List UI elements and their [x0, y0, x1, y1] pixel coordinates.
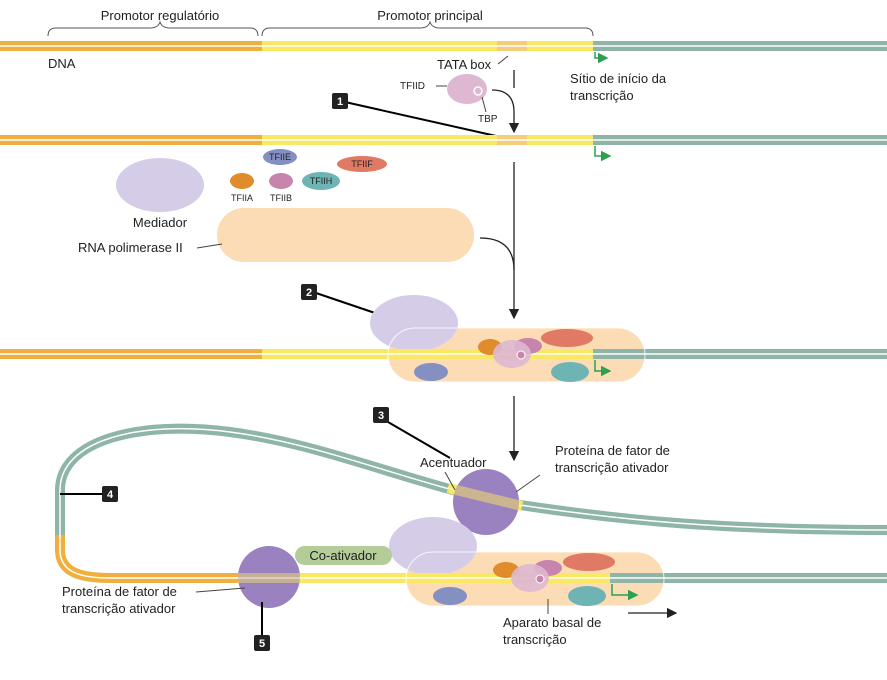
tfiif-row4 [563, 553, 615, 571]
tfiih-row4 [568, 586, 606, 606]
tfiih-label: TFIIH [310, 176, 333, 186]
step-5-badge [254, 635, 270, 651]
tfiib-protein [269, 173, 293, 189]
tfiie-row3 [414, 363, 448, 381]
tfiih-protein [302, 172, 340, 190]
tfiif-label: TFIIF [351, 159, 373, 169]
tfiia-label: TFIIA [231, 193, 253, 203]
coactivator-protein [295, 546, 392, 565]
basal-apparatus-label-1: Aparato basal de [503, 615, 601, 630]
step-5-number: 5 [259, 638, 265, 650]
mediator-label: Mediador [133, 215, 188, 230]
activator-left-label-2: transcrição ativador [62, 601, 176, 616]
tfiib-label: TFIIB [270, 193, 292, 203]
tfiif-protein [337, 156, 387, 172]
step-1-number: 1 [337, 96, 343, 108]
enhancer-label: Acentuador [420, 455, 487, 470]
tfiie-protein [263, 149, 297, 165]
mediator-row4 [389, 517, 477, 575]
start-arrow-4 [611, 584, 639, 601]
activator-protein-bottom [238, 546, 300, 608]
step-1-arrow [491, 89, 520, 134]
tfiia-protein [230, 173, 254, 189]
start-arrow-1 [594, 52, 609, 64]
core-promoter-label: Promotor principal [377, 8, 483, 23]
tfiih-row3 [551, 362, 589, 382]
tata-box-label: TATA box [437, 57, 492, 72]
tfiid-protein [447, 74, 487, 104]
dna-row-1 [0, 41, 887, 51]
dna-row-2 [0, 135, 887, 145]
mediator-row3 [370, 295, 458, 351]
step-1-badge [332, 93, 348, 109]
dna-row-4 [230, 573, 887, 583]
activator-top-label-2: transcrição ativador [555, 460, 669, 475]
tfiid-row3 [493, 340, 531, 368]
tbp-subunit [473, 86, 483, 96]
step-2-number: 2 [306, 287, 312, 299]
tfiif-row3 [541, 329, 593, 347]
step-3-number: 3 [378, 410, 384, 422]
start-site-label-2: transcrição [570, 88, 634, 103]
tfiie-row4 [433, 587, 467, 605]
start-site-label-1: Sítio de início da [570, 71, 667, 86]
mediator-protein [116, 158, 204, 212]
tfiid-label: TFIID [400, 81, 425, 92]
rna-pol-label: RNA polimerase II [78, 240, 183, 255]
step-3-badge [373, 407, 389, 423]
regulatory-promoter-label: Promotor regulatório [101, 8, 220, 23]
tfiie-label: TFIIE [269, 152, 291, 162]
step-4-number: 4 [107, 489, 114, 501]
regulatory-promoter-brace [47, 20, 259, 37]
rna-polymerase-ii [217, 208, 474, 262]
step-4-badge [102, 486, 118, 502]
core-promoter-brace [261, 20, 594, 37]
dna-row-3 [0, 349, 887, 359]
coactivator-label: Co-ativador [309, 548, 377, 563]
step-2-badge [301, 284, 317, 300]
tbp-label: TBP [478, 114, 498, 125]
activator-top-label-1: Proteína de fator de [555, 443, 670, 458]
activator-left-label-1: Proteína de fator de [62, 584, 177, 599]
start-arrow-3 [594, 360, 612, 377]
basal-apparatus-label-2: transcrição [503, 632, 567, 647]
start-arrow-2 [594, 146, 612, 162]
dna-label: DNA [48, 56, 76, 71]
tfiid-row4 [511, 564, 549, 592]
